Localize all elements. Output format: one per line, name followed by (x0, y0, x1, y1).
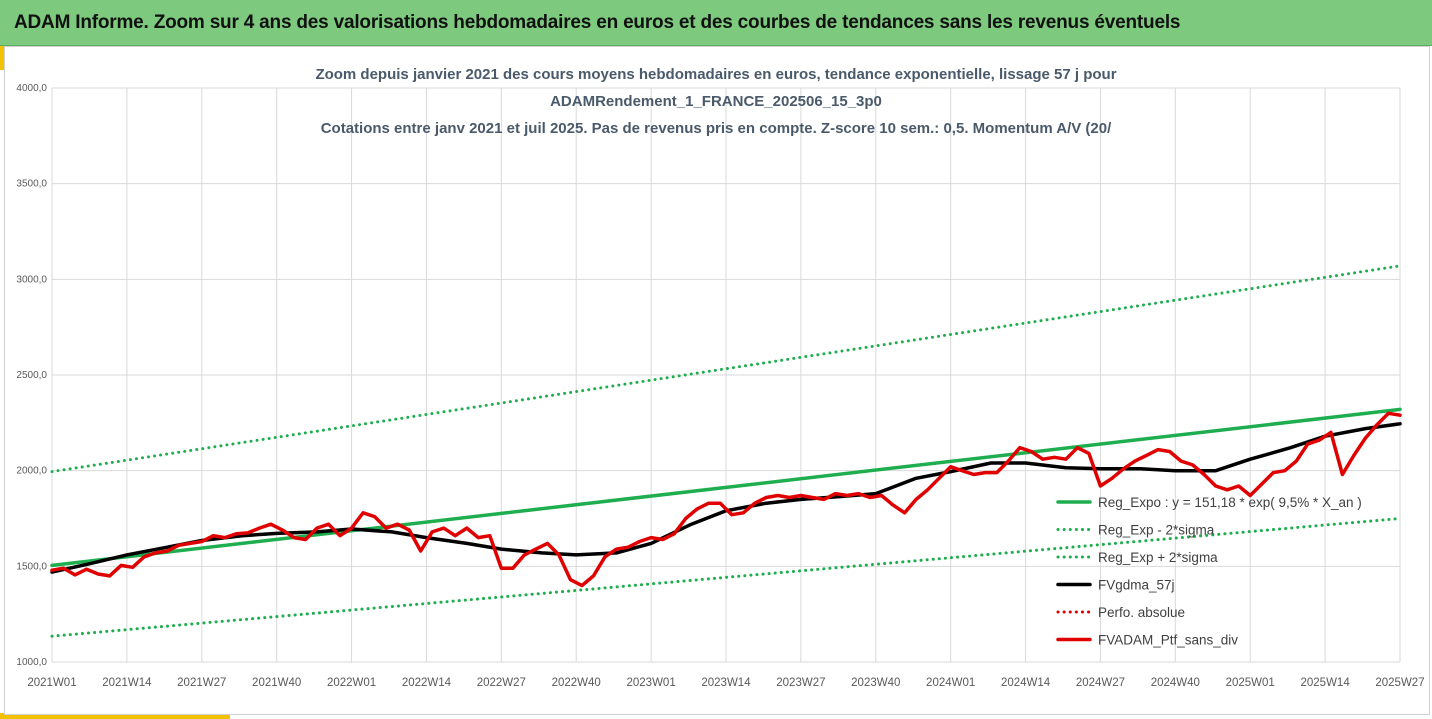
chart-title-line-2: ADAMRendement_1_FRANCE_202506_15_3p0 (550, 93, 882, 110)
x-tick-label: 2022W01 (327, 677, 376, 689)
x-tick-label: 2021W27 (177, 677, 226, 689)
y-tick-label: 2500,0 (16, 370, 47, 381)
legend-label: Perfo. absolue (1098, 605, 1185, 620)
chart-title-line-3: Cotations entre janv 2021 et juil 2025. … (320, 120, 1112, 137)
x-tick-label: 2025W01 (1226, 677, 1275, 689)
series-line-1 (50, 517, 1402, 638)
chart-grid (51, 87, 1401, 663)
legend-label: Reg_Exp - 2*sigma (1098, 523, 1215, 538)
legend-label: Reg_Expo : y = 151,18 * exp( 9,5% * X_an… (1098, 495, 1362, 510)
series-line-5 (50, 411, 1402, 588)
report-banner: ADAM Informe. Zoom sur 4 ans des valoris… (0, 0, 1432, 46)
x-tick-label: 2024W40 (1151, 677, 1200, 689)
x-tick-label: 2022W14 (402, 677, 452, 689)
x-tick-label: 2024W01 (926, 677, 975, 689)
legend-label: FVgdma_57j (1098, 578, 1175, 593)
x-tick-label: 2024W27 (1076, 677, 1125, 689)
legend-label: FVADAM_Ptf_sans_div (1098, 633, 1238, 648)
chart-axes: 1000,0 1500,0 2000,0 2500,0 3000,0 3500,0 4000… (16, 83, 1424, 689)
y-tick-label: 2000,0 (16, 466, 47, 477)
accent-bar-bottom (0, 713, 230, 719)
y-tick-label: 3500,0 (16, 179, 47, 190)
y-tick-label: 1500,0 (16, 561, 47, 572)
x-tick-label: 2021W14 (102, 677, 152, 689)
x-tick-label: 2023W27 (776, 677, 825, 689)
chart-series (50, 264, 1402, 638)
x-tick-label: 2021W01 (27, 677, 76, 689)
series-line-0 (50, 407, 1402, 568)
x-tick-label: 2022W40 (552, 677, 601, 689)
banner-title: ADAM Informe. Zoom sur 4 ans des valoris… (14, 12, 1181, 33)
y-tick-label: 4000,0 (16, 83, 47, 94)
x-tick-label: 2024W14 (1001, 677, 1051, 689)
y-tick-label: 1000,0 (16, 657, 47, 668)
x-tick-label: 2025W14 (1300, 677, 1350, 689)
x-tick-label: 2025W27 (1375, 677, 1424, 689)
x-tick-label: 2021W40 (252, 677, 301, 689)
series-line-2 (50, 264, 1402, 474)
chart-legend: Reg_Expo : y = 151,18 * exp( 9,5% * X_an… (1056, 495, 1362, 648)
x-tick-label: 2023W40 (851, 677, 900, 689)
chart-title-line-1: Zoom depuis janvier 2021 des cours moyen… (315, 66, 1117, 83)
accent-bar-left (0, 46, 5, 70)
legend-label: Reg_Exp + 2*sigma (1098, 550, 1218, 565)
chart-frame (4, 46, 1430, 715)
x-tick-label: 2023W01 (626, 677, 675, 689)
x-tick-label: 2022W27 (477, 677, 526, 689)
y-tick-label: 3000,0 (16, 274, 47, 285)
x-tick-label: 2023W14 (701, 677, 751, 689)
